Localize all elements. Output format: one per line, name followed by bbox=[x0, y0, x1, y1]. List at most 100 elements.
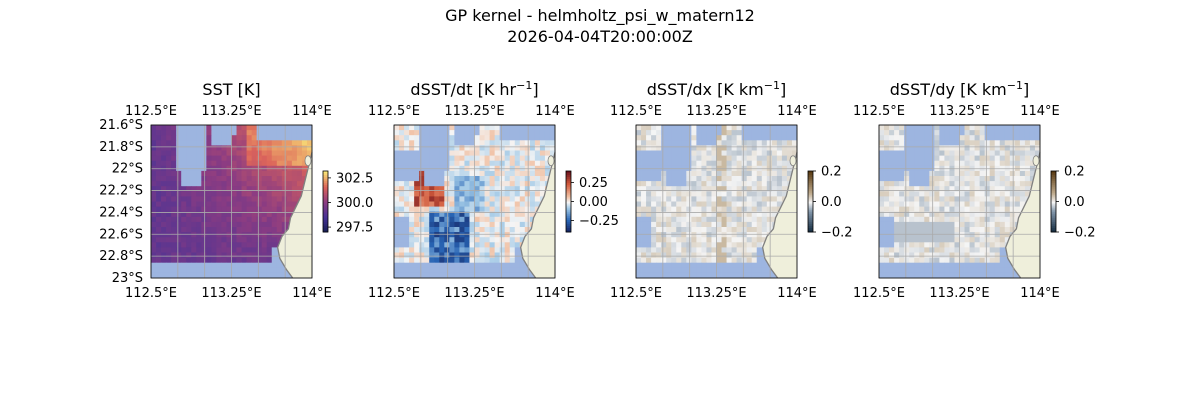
heatmap-cell bbox=[1014, 130, 1021, 136]
heatmap-cell bbox=[156, 176, 162, 182]
heatmap-cell bbox=[984, 227, 991, 233]
heatmap-cell bbox=[514, 227, 521, 233]
heatmap-cell bbox=[711, 181, 717, 187]
heatmap-cell bbox=[1004, 272, 1011, 279]
heatmap-cell bbox=[191, 176, 197, 182]
heatmap-cell bbox=[221, 237, 227, 243]
heatmap-cell bbox=[191, 191, 197, 197]
heatmap-cell bbox=[741, 237, 748, 243]
heatmap-cell bbox=[424, 140, 430, 146]
heatmap-cell bbox=[464, 242, 470, 248]
heatmap-cell bbox=[171, 262, 177, 269]
heatmap-cell bbox=[474, 252, 480, 258]
heatmap-cell bbox=[176, 140, 182, 146]
heatmap-cell bbox=[894, 237, 900, 243]
heatmap-cell bbox=[489, 272, 496, 279]
heatmap-cell bbox=[671, 221, 677, 228]
heatmap-cell bbox=[939, 186, 945, 192]
heatmap-cell bbox=[636, 216, 642, 223]
heatmap-cell bbox=[211, 216, 217, 223]
heatmap-cell bbox=[949, 196, 955, 202]
colorbar-segment bbox=[566, 207, 571, 211]
heatmap-cell bbox=[161, 140, 167, 146]
heatmap-cell bbox=[151, 242, 157, 248]
heatmap-cell bbox=[181, 206, 187, 213]
heatmap-cell bbox=[904, 135, 910, 141]
heatmap-cell bbox=[681, 186, 687, 192]
heatmap-cell bbox=[291, 186, 298, 192]
heatmap-cell bbox=[651, 186, 657, 192]
heatmap-cell bbox=[479, 201, 485, 207]
heatmap-cell bbox=[469, 252, 475, 258]
heatmap-cell bbox=[221, 247, 227, 253]
heatmap-cell bbox=[256, 140, 263, 146]
heatmap-cell bbox=[449, 216, 455, 223]
heatmap-cell bbox=[216, 232, 222, 238]
heatmap-cell bbox=[231, 140, 237, 146]
heatmap-cell bbox=[246, 232, 253, 238]
heatmap-cell bbox=[924, 130, 930, 136]
heatmap-cell bbox=[191, 221, 197, 228]
heatmap-cell bbox=[716, 242, 722, 248]
heatmap-cell bbox=[731, 155, 738, 162]
heatmap-cell bbox=[206, 262, 212, 269]
heatmap-cell bbox=[399, 145, 405, 151]
colorbar-segment bbox=[566, 193, 571, 196]
heatmap-cell bbox=[726, 262, 732, 269]
heatmap-cell bbox=[671, 160, 677, 167]
heatmap-cell bbox=[236, 201, 242, 207]
heatmap-cell bbox=[686, 125, 692, 131]
heatmap-cell bbox=[156, 196, 162, 202]
heatmap-cell bbox=[444, 186, 450, 192]
heatmap-cell bbox=[636, 181, 642, 187]
heatmap-cell bbox=[894, 247, 900, 253]
heatmap-cell bbox=[984, 242, 991, 248]
heatmap-cell bbox=[171, 247, 177, 253]
heatmap-cell bbox=[731, 191, 738, 197]
heatmap-cell bbox=[924, 186, 930, 192]
heatmap-cell bbox=[651, 176, 657, 182]
heatmap-cell bbox=[196, 125, 202, 131]
colorbar-tick-label: 302.5 bbox=[336, 171, 373, 186]
heatmap-cell bbox=[226, 221, 232, 228]
heatmap-cell bbox=[489, 216, 496, 223]
heatmap-cell bbox=[409, 181, 415, 187]
heatmap-cell bbox=[954, 176, 960, 182]
heatmap-cell bbox=[879, 145, 885, 151]
heatmap-cell bbox=[999, 130, 1006, 136]
heatmap-cell bbox=[419, 196, 425, 202]
heatmap-cell bbox=[509, 135, 516, 141]
colorbar-segment bbox=[808, 221, 813, 225]
panel-title: dSST/dt [K hr−1] bbox=[410, 79, 538, 99]
heatmap-cell bbox=[539, 191, 546, 197]
heatmap-cell bbox=[751, 272, 758, 279]
heatmap-cell bbox=[706, 125, 712, 131]
heatmap-cell bbox=[499, 170, 506, 177]
heatmap-cell bbox=[291, 191, 298, 197]
heatmap-cell bbox=[889, 227, 895, 233]
heatmap-cell bbox=[909, 206, 915, 213]
heatmap-cell bbox=[449, 257, 455, 264]
heatmap-cell bbox=[206, 140, 212, 146]
heatmap-cell bbox=[959, 267, 965, 274]
heatmap-cell bbox=[924, 170, 930, 177]
colorbar-segment bbox=[808, 171, 813, 174]
heatmap-cell bbox=[691, 232, 697, 238]
heatmap-cell bbox=[984, 247, 991, 253]
heatmap-cell bbox=[646, 232, 652, 238]
heatmap-cell bbox=[221, 242, 227, 248]
heatmap-cell bbox=[646, 186, 652, 192]
heatmap-cell bbox=[641, 155, 647, 162]
heatmap-cell bbox=[409, 170, 415, 177]
heatmap-cell bbox=[276, 170, 283, 177]
heatmap-cell bbox=[701, 176, 707, 182]
heatmap-cell bbox=[904, 191, 910, 197]
heatmap-cell bbox=[489, 237, 496, 243]
heatmap-cell bbox=[974, 216, 981, 223]
heatmap-cell bbox=[514, 232, 521, 238]
heatmap-cell bbox=[221, 170, 227, 177]
heatmap-cell bbox=[171, 155, 177, 162]
heatmap-cell bbox=[999, 232, 1006, 238]
heatmap-cell bbox=[196, 155, 202, 162]
heatmap-cell bbox=[1004, 130, 1011, 136]
